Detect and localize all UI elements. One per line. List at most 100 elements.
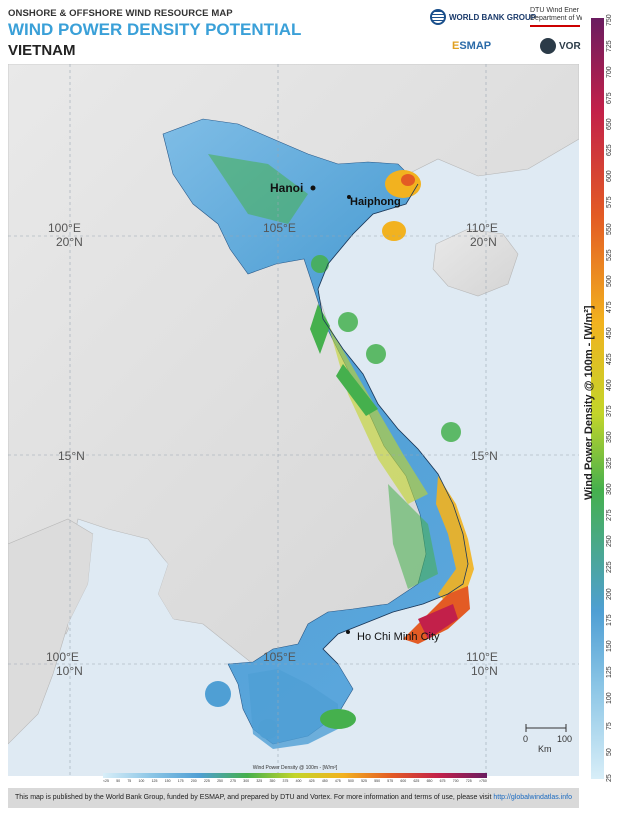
scale-bar-hundred: 100 bbox=[557, 734, 572, 744]
legend-tick: 500 bbox=[348, 779, 354, 783]
legend-tick: 550 bbox=[374, 779, 381, 783]
dtu-logo-rule bbox=[530, 25, 580, 27]
legend-tick: 225 bbox=[203, 779, 210, 783]
label-lat15-right: 15°N bbox=[471, 449, 498, 463]
legend-tick: 650 bbox=[426, 779, 433, 783]
map-frame: 100°E 20°N 105°E 110°E 20°N 15°N 15°N 10… bbox=[8, 64, 579, 776]
colorbar-tick: 550 bbox=[606, 222, 613, 235]
label-lon100-bot: 100°E bbox=[46, 650, 79, 664]
colorbar-tick: 275 bbox=[606, 509, 613, 522]
label-lat10-left: 10°N bbox=[56, 664, 83, 678]
label-lon105-top: 105°E bbox=[263, 221, 296, 235]
vortex-icon bbox=[540, 38, 556, 54]
legend-tick: 475 bbox=[334, 779, 341, 783]
worldbank-logo-text: WORLD BANK GROUP bbox=[449, 12, 537, 22]
legend-tick: <25 bbox=[103, 779, 109, 783]
coastal-band-central bbox=[436, 476, 474, 604]
colorbar-tick: 425 bbox=[606, 353, 613, 365]
legend-tick: 200 bbox=[190, 779, 197, 783]
header-subtitle: ONSHORE & OFFSHORE WIND RESOURCE MAP bbox=[8, 8, 233, 19]
offshore-hotspot-coast-3 bbox=[366, 344, 386, 364]
label-lon100-top: 100°E bbox=[48, 221, 81, 235]
scale-bar-unit: Km bbox=[538, 744, 552, 754]
terrain-highlight-highlands bbox=[388, 484, 438, 589]
legend-tick: 575 bbox=[387, 779, 394, 783]
legend-tick: 725 bbox=[465, 779, 472, 783]
esmap-logo-e: E bbox=[452, 40, 460, 52]
dtu-logo-line2: Department of W bbox=[530, 15, 582, 22]
offshore-hotspot-coast-4 bbox=[441, 422, 461, 442]
legend-tick: 675 bbox=[439, 779, 446, 783]
offshore-hotspot-haiphong-core bbox=[401, 174, 415, 186]
colorbar-tick: 175 bbox=[606, 613, 613, 626]
legend-tick: 100 bbox=[138, 779, 145, 783]
legend-tick: 525 bbox=[361, 779, 367, 783]
colorbar-tick: 400 bbox=[606, 379, 613, 391]
legend-tick: 375 bbox=[282, 779, 289, 783]
footer-text: This map is published by the World Bank … bbox=[15, 794, 494, 801]
legend-tick: 300 bbox=[243, 779, 250, 783]
vietnam-coastline bbox=[317, 183, 469, 665]
colorbar-tick: 150 bbox=[606, 639, 613, 652]
colorbar-tick: 125 bbox=[606, 666, 613, 678]
legend-ticks: <25 50 75 100 125 150 175 200 225 250 275 300 325 350… bbox=[103, 779, 487, 783]
offshore-island-west bbox=[205, 681, 231, 707]
colorbar-tick: 300 bbox=[606, 483, 613, 496]
city-dot-haiphong bbox=[347, 195, 351, 199]
colorbar-tick: 225 bbox=[606, 561, 613, 574]
city-label-hanoi: Hanoi bbox=[270, 181, 303, 195]
colorbar bbox=[591, 18, 604, 779]
colorbar-tick: 325 bbox=[606, 457, 613, 470]
colorbar-tick: 500 bbox=[606, 275, 613, 287]
colorbar-tick: 250 bbox=[606, 535, 613, 548]
footer: This map is published by the World Bank … bbox=[8, 788, 579, 808]
legend-tick: 450 bbox=[321, 779, 328, 783]
vortex-logo-text: VOR bbox=[559, 40, 581, 52]
legend-tick: >750 bbox=[478, 779, 487, 783]
legend-tick: 625 bbox=[413, 779, 420, 783]
legend-tick: 350 bbox=[269, 779, 276, 783]
colorbar-tick: 725 bbox=[606, 40, 613, 53]
label-lat20-right: 20°N bbox=[470, 235, 497, 249]
colorbar-tick: 50 bbox=[606, 748, 613, 756]
scale-bar-zero: 0 bbox=[523, 734, 528, 744]
colorbar-tick: 625 bbox=[606, 144, 613, 157]
scale-bar: 0 100 Km bbox=[523, 724, 572, 754]
legend-tick: 75 bbox=[127, 779, 132, 783]
city-dot-hanoi bbox=[310, 185, 316, 191]
offshore-hotspot-island bbox=[382, 221, 406, 241]
label-lon105-bot: 105°E bbox=[263, 650, 296, 664]
legend-tick: 50 bbox=[116, 779, 121, 783]
legend-tick: 125 bbox=[151, 779, 158, 783]
legend-tick: 150 bbox=[164, 779, 171, 783]
offshore-island-mekong bbox=[258, 719, 278, 739]
footer-link[interactable]: http://globalwindatlas.info bbox=[493, 794, 572, 801]
colorbar-tick: 525 bbox=[606, 248, 613, 261]
colorbar-tick: 675 bbox=[606, 92, 613, 105]
offshore-hotspot-coast-2 bbox=[338, 312, 358, 332]
legend-tick: 275 bbox=[230, 779, 236, 783]
label-lat10-right: 10°N bbox=[471, 664, 498, 678]
colorbar-tick: 375 bbox=[606, 405, 613, 418]
graticule bbox=[8, 64, 579, 776]
colorbar-tick: 100 bbox=[606, 692, 613, 704]
terrain-highlight-north bbox=[208, 154, 308, 224]
globe-icon bbox=[430, 9, 446, 25]
label-lat20-left: 20°N bbox=[56, 235, 83, 249]
esmap-logo-text: SMAP bbox=[459, 40, 492, 52]
colorbar-tick: 700 bbox=[606, 66, 613, 79]
legend-tick: 425 bbox=[308, 779, 315, 783]
gulf-of-thailand bbox=[68, 534, 223, 714]
colorbar-tick: 475 bbox=[606, 301, 613, 313]
colorbar-tick: 575 bbox=[606, 196, 613, 209]
colorbar-tick: 450 bbox=[606, 327, 613, 339]
legend-tick: 400 bbox=[295, 779, 302, 783]
colorbar-tick: 600 bbox=[606, 170, 613, 183]
colorbar-label: Wind Power Density @ 100m - [W/m²] bbox=[583, 305, 595, 500]
label-lon110-bot: 110°E bbox=[466, 650, 498, 664]
dtu-logo: DTU Wind Ener Department of W bbox=[530, 7, 582, 27]
map-title: WIND POWER DENSITY POTENTIAL bbox=[8, 20, 302, 39]
vortex-logo: VOR bbox=[540, 38, 581, 54]
hainan-island bbox=[432, 228, 519, 297]
country-name: VIETNAM bbox=[8, 42, 76, 59]
